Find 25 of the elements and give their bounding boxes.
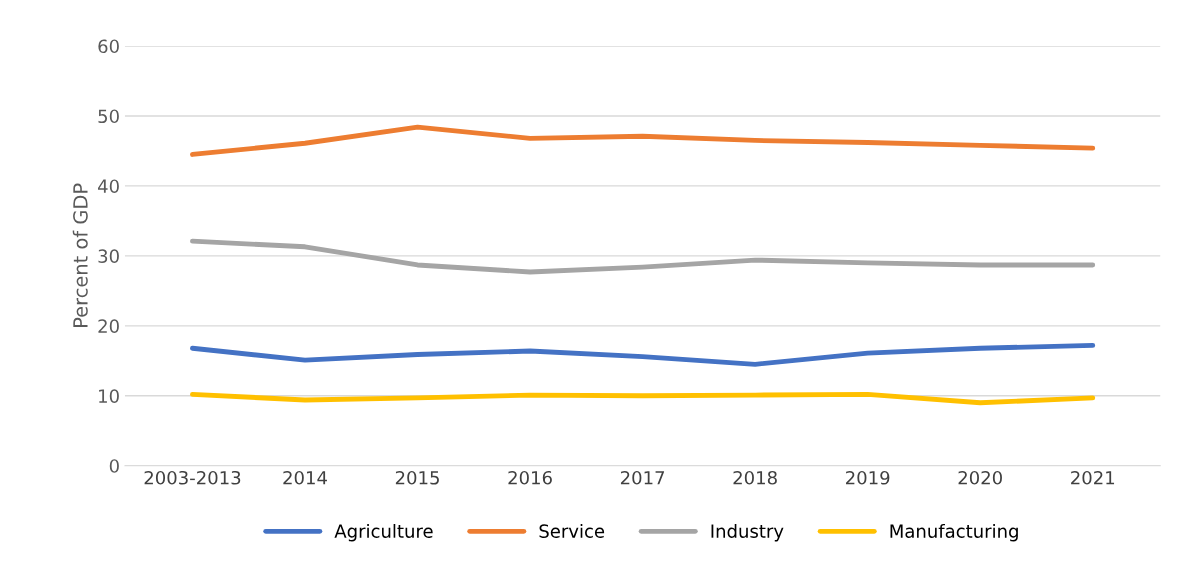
y-tick-label: 30 [98,249,119,263]
line-series [190,391,1096,406]
x-tick-label: 2019 [846,470,890,485]
x-tick-label: 2014 [283,470,327,485]
x-tick-label: 2018 [733,470,777,485]
y-tick-label: 10 [99,389,119,403]
x-tick-label: 2017 [620,470,665,485]
y-tick-label: 0 [109,459,119,473]
x-tick-label: 2015 [395,470,439,485]
y-axis-title: Percent of GDP [72,183,88,327]
x-tick-label: 2016 [508,470,552,485]
legend-label: Industry [711,523,784,542]
y-tick-label: 20 [98,319,119,333]
legend-label: Agriculture [334,523,433,542]
line-series [190,238,1096,275]
line-series [190,342,1096,367]
line-series [190,124,1096,157]
x-tick-label: 2021 [1071,470,1115,485]
y-tick-label: 50 [98,109,119,124]
legend-label: Service [539,523,605,538]
x-tick-label: 2003-2013 [144,470,241,485]
legend-label: Manufacturing [890,523,1018,542]
y-tick-label: 60 [98,39,119,54]
x-tick-label: 2020 [958,470,1002,485]
y-tick-label: 40 [98,179,119,194]
